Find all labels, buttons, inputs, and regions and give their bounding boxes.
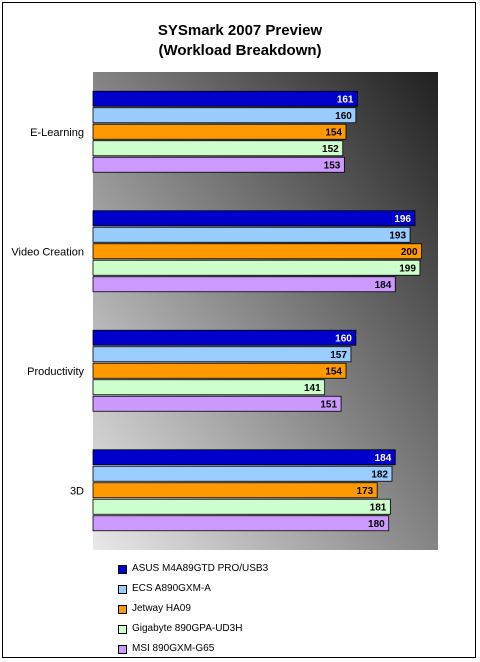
data-label: 157 [330, 350, 347, 361]
chart-subtitle: (Workload Breakdown) [158, 42, 322, 59]
legend-label: Jetway HA09 [132, 603, 191, 614]
bar [92, 140, 344, 157]
data-label: 154 [325, 366, 342, 377]
data-label: 153 [324, 160, 341, 171]
legend-label: Gigabyte 890GPA-UD3H [132, 623, 243, 634]
category-label: Video Creation [11, 246, 84, 258]
legend-swatch [118, 625, 127, 634]
data-label: 196 [394, 214, 411, 225]
bar [92, 243, 422, 260]
data-label: 173 [357, 486, 374, 497]
data-label: 181 [370, 502, 387, 513]
chart-title: SYSmark 2007 Preview [157, 22, 323, 39]
data-label: 199 [399, 263, 416, 274]
bar-chart: 161 160 154 152 153 E-Learning 196 193 200 199 184… [11, 72, 438, 550]
data-label: 200 [401, 247, 418, 258]
bar [92, 362, 347, 379]
legend-swatch [118, 605, 127, 614]
bar [92, 210, 416, 227]
data-label: 182 [371, 469, 388, 480]
category-label: Productivity [27, 366, 84, 378]
bar [92, 465, 393, 482]
legend-label: ECS A890GXM-A [132, 583, 211, 594]
category-label: 3D [70, 485, 84, 497]
data-label: 141 [304, 383, 321, 394]
bar [92, 346, 352, 363]
bar [92, 226, 411, 243]
legend-swatch [118, 585, 127, 594]
legend-label: MSI 890GXM-G65 [132, 643, 215, 654]
bar [92, 123, 347, 140]
data-label: 151 [320, 399, 337, 410]
bar [92, 259, 421, 276]
bar [92, 107, 357, 124]
data-label: 152 [322, 144, 339, 155]
bar [92, 395, 342, 412]
data-label: 154 [325, 127, 342, 138]
bar [92, 90, 358, 107]
data-label: 180 [368, 519, 385, 530]
bar [92, 156, 345, 173]
data-label: 161 [337, 94, 354, 105]
data-label: 160 [335, 111, 352, 122]
legend-label: ASUS M4A89GTD PRO/USB3 [132, 563, 269, 574]
bar [92, 515, 390, 532]
bar [92, 482, 378, 499]
data-label: 193 [389, 230, 406, 241]
legend-swatch [118, 645, 127, 654]
bar [92, 276, 396, 293]
data-label: 160 [335, 333, 352, 344]
data-label: 184 [375, 280, 392, 291]
legend-swatch [118, 565, 127, 574]
bar [92, 329, 357, 346]
data-label: 184 [375, 453, 392, 464]
bar [92, 498, 391, 515]
category-label: E-Learning [30, 127, 84, 139]
bar [92, 449, 396, 466]
bar [92, 379, 326, 396]
